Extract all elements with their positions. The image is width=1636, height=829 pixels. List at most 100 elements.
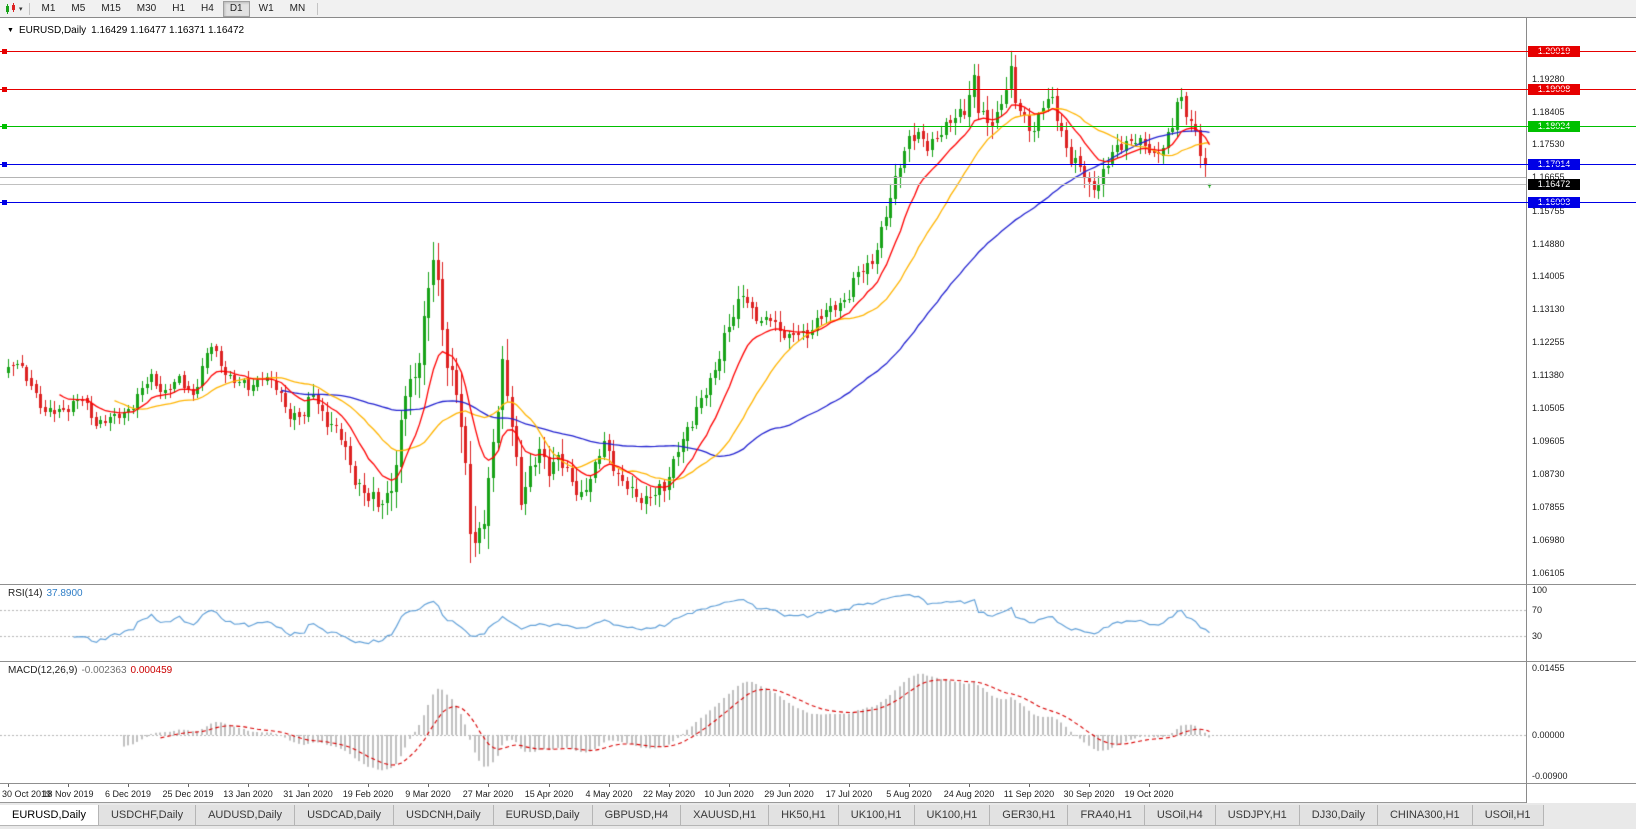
date-label: 15 Apr 2020 — [524, 789, 574, 799]
price-scale-tick: 1.14005 — [1532, 271, 1565, 281]
rsi-indicator-canvas[interactable] — [0, 585, 1526, 661]
chart-tab[interactable]: USDCHF,Daily — [98, 805, 197, 826]
axis-tick-mark — [1029, 784, 1030, 787]
axis-tick-mark — [188, 784, 189, 787]
chart-tab[interactable]: EURUSD,Daily — [493, 805, 593, 826]
date-label: 9 Mar 2020 — [405, 789, 451, 799]
chart-tab[interactable]: UK100,H1 — [914, 805, 991, 826]
price-horizontal-line[interactable] — [0, 126, 1636, 127]
rsi-scale-tick: 70 — [1532, 605, 1543, 615]
price-scale-tick: 1.06980 — [1532, 535, 1565, 545]
chart-ohlc-values: 1.16429 1.16477 1.16371 1.16472 — [91, 25, 245, 36]
price-scale-tick: 1.06105 — [1532, 568, 1565, 578]
price-scale-tick: 1.13130 — [1532, 304, 1565, 314]
timeframe-button-M5[interactable]: M5 — [71, 2, 86, 14]
price-scale-tick: 1.10505 — [1532, 403, 1565, 413]
chart-tab[interactable]: USDJPY,H1 — [1215, 805, 1300, 826]
line-handle[interactable] — [2, 162, 7, 167]
panel-divider[interactable] — [0, 584, 1636, 585]
chart-title: ▼ EURUSD,Daily 1.16429 1.16477 1.16371 1… — [7, 25, 244, 36]
timeframe-toolbar: ▾ M1 M5 M15 M30 H1 H4 D1 W1 MN — [0, 0, 1636, 17]
line-handle[interactable] — [2, 87, 7, 92]
chart-tab[interactable]: FRA40,H1 — [1068, 805, 1145, 826]
timeframe-button-M30[interactable]: M30 — [136, 2, 157, 14]
chart-tab[interactable]: USOil,H4 — [1144, 805, 1216, 826]
macd-scale-tick: -0.00900 — [1532, 771, 1568, 781]
chart-tabs-bar: EURUSD,Daily USDCHF,Daily AUDUSD,Daily USDC… — [0, 802, 1636, 829]
chart-symbol-period: EURUSD,Daily — [18, 25, 87, 36]
rsi-scale-tick: 100 — [1532, 585, 1548, 595]
chevron-down-icon: ▾ — [19, 5, 23, 13]
date-label: 13 Jan 2020 — [223, 789, 273, 799]
chart-tool-button[interactable]: ▾ — [0, 2, 25, 15]
price-scale-tick: 1.16655 — [1532, 172, 1565, 182]
axis-tick-mark — [248, 784, 249, 787]
line-handle[interactable] — [2, 124, 7, 129]
axis-tick-mark — [308, 784, 309, 787]
timeframe-button-M1[interactable]: M1 — [41, 2, 56, 14]
toolbar-separator — [28, 2, 30, 15]
gray-horizontal-line[interactable] — [0, 177, 1526, 178]
price-horizontal-line[interactable] — [0, 51, 1636, 52]
axis-tick-mark — [128, 784, 129, 787]
chart-tab[interactable]: USDCAD,Daily — [295, 805, 395, 826]
price-scale-tick: 1.11380 — [1532, 370, 1564, 380]
macd-scale-tick: 0.01455 — [1532, 663, 1565, 673]
chart-tab[interactable]: AUDUSD,Daily — [196, 805, 296, 826]
chart-tab[interactable]: USOil,H1 — [1472, 805, 1544, 826]
axis-tick-mark — [849, 784, 850, 787]
chart-tab[interactable]: EURUSD,Daily — [0, 805, 99, 826]
macd-signal-value: 0.000459 — [130, 665, 173, 676]
panel-divider[interactable] — [0, 783, 1636, 784]
axis-tick-mark — [488, 784, 489, 787]
price-scale-tick: 1.17530 — [1532, 139, 1565, 149]
rsi-value: 37.8900 — [46, 588, 83, 599]
date-label: 30 Oct 2019 — [2, 789, 52, 799]
date-label: 18 Nov 2019 — [42, 789, 94, 799]
price-scale-tick: 1.09605 — [1532, 436, 1565, 446]
timeframe-button-H1[interactable]: H1 — [172, 2, 186, 14]
price-horizontal-line[interactable] — [0, 89, 1636, 90]
timeframe-button-M15[interactable]: M15 — [101, 2, 121, 14]
chart-tab[interactable]: DJ30,Daily — [1299, 805, 1378, 826]
current-price-badge: 1.16472 — [1528, 179, 1580, 190]
price-scale-tick: 1.19280 — [1532, 74, 1565, 84]
date-label: 31 Jan 2020 — [283, 789, 333, 799]
date-label: 19 Oct 2020 — [1124, 789, 1174, 799]
timeframe-buttons: M1 M5 M15 M30 H1 H4 D1 W1 MN — [34, 0, 314, 17]
date-label: 10 Jun 2020 — [704, 789, 754, 799]
chart-tab[interactable]: UK100,H1 — [838, 805, 915, 826]
price-scale-tick: 1.07855 — [1532, 502, 1565, 512]
chart-tab[interactable]: GER30,H1 — [990, 805, 1069, 826]
date-label: 30 Sep 2020 — [1063, 789, 1115, 799]
price-chart-canvas[interactable] — [0, 18, 1526, 584]
date-label: 22 May 2020 — [642, 789, 696, 799]
axis-tick-mark — [909, 784, 910, 787]
axis-tick-mark — [969, 784, 970, 787]
price-scale-tick: 1.15755 — [1532, 206, 1565, 216]
chart-tab[interactable]: GBPUSD,H4 — [592, 805, 682, 826]
collapse-arrow-icon[interactable]: ▼ — [7, 27, 14, 34]
timeframe-button-W1[interactable]: W1 — [258, 2, 274, 14]
timeframe-button-H4[interactable]: H4 — [201, 2, 214, 14]
date-label: 25 Dec 2019 — [162, 789, 214, 799]
line-handle[interactable] — [2, 49, 7, 54]
price-horizontal-line[interactable] — [0, 164, 1636, 165]
macd-indicator-canvas[interactable] — [0, 662, 1526, 783]
macd-main-value: -0.002363 — [81, 665, 127, 676]
price-scale-tick: 1.14880 — [1532, 239, 1565, 249]
axis-tick-mark — [428, 784, 429, 787]
chart-tab[interactable]: USDCNH,Daily — [394, 805, 494, 826]
axis-tick-mark — [789, 784, 790, 787]
chart-tab[interactable]: HK50,H1 — [769, 805, 839, 826]
chart-tab[interactable]: CHINA300,H1 — [1377, 805, 1473, 826]
timeframe-button-D1[interactable]: D1 — [222, 0, 250, 17]
price-horizontal-line[interactable] — [0, 202, 1636, 203]
date-label: 19 Feb 2020 — [342, 789, 394, 799]
time-axis: 30 Oct 2019 18 Nov 2019 6 Dec 2019 25 Dec 2… — [0, 784, 1526, 803]
panel-divider[interactable] — [0, 661, 1636, 662]
timeframe-button-MN[interactable]: MN — [289, 2, 306, 14]
chart-tab[interactable]: XAUUSD,H1 — [681, 805, 770, 826]
line-handle[interactable] — [2, 200, 7, 205]
rsi-scale-tick: 30 — [1532, 631, 1543, 641]
